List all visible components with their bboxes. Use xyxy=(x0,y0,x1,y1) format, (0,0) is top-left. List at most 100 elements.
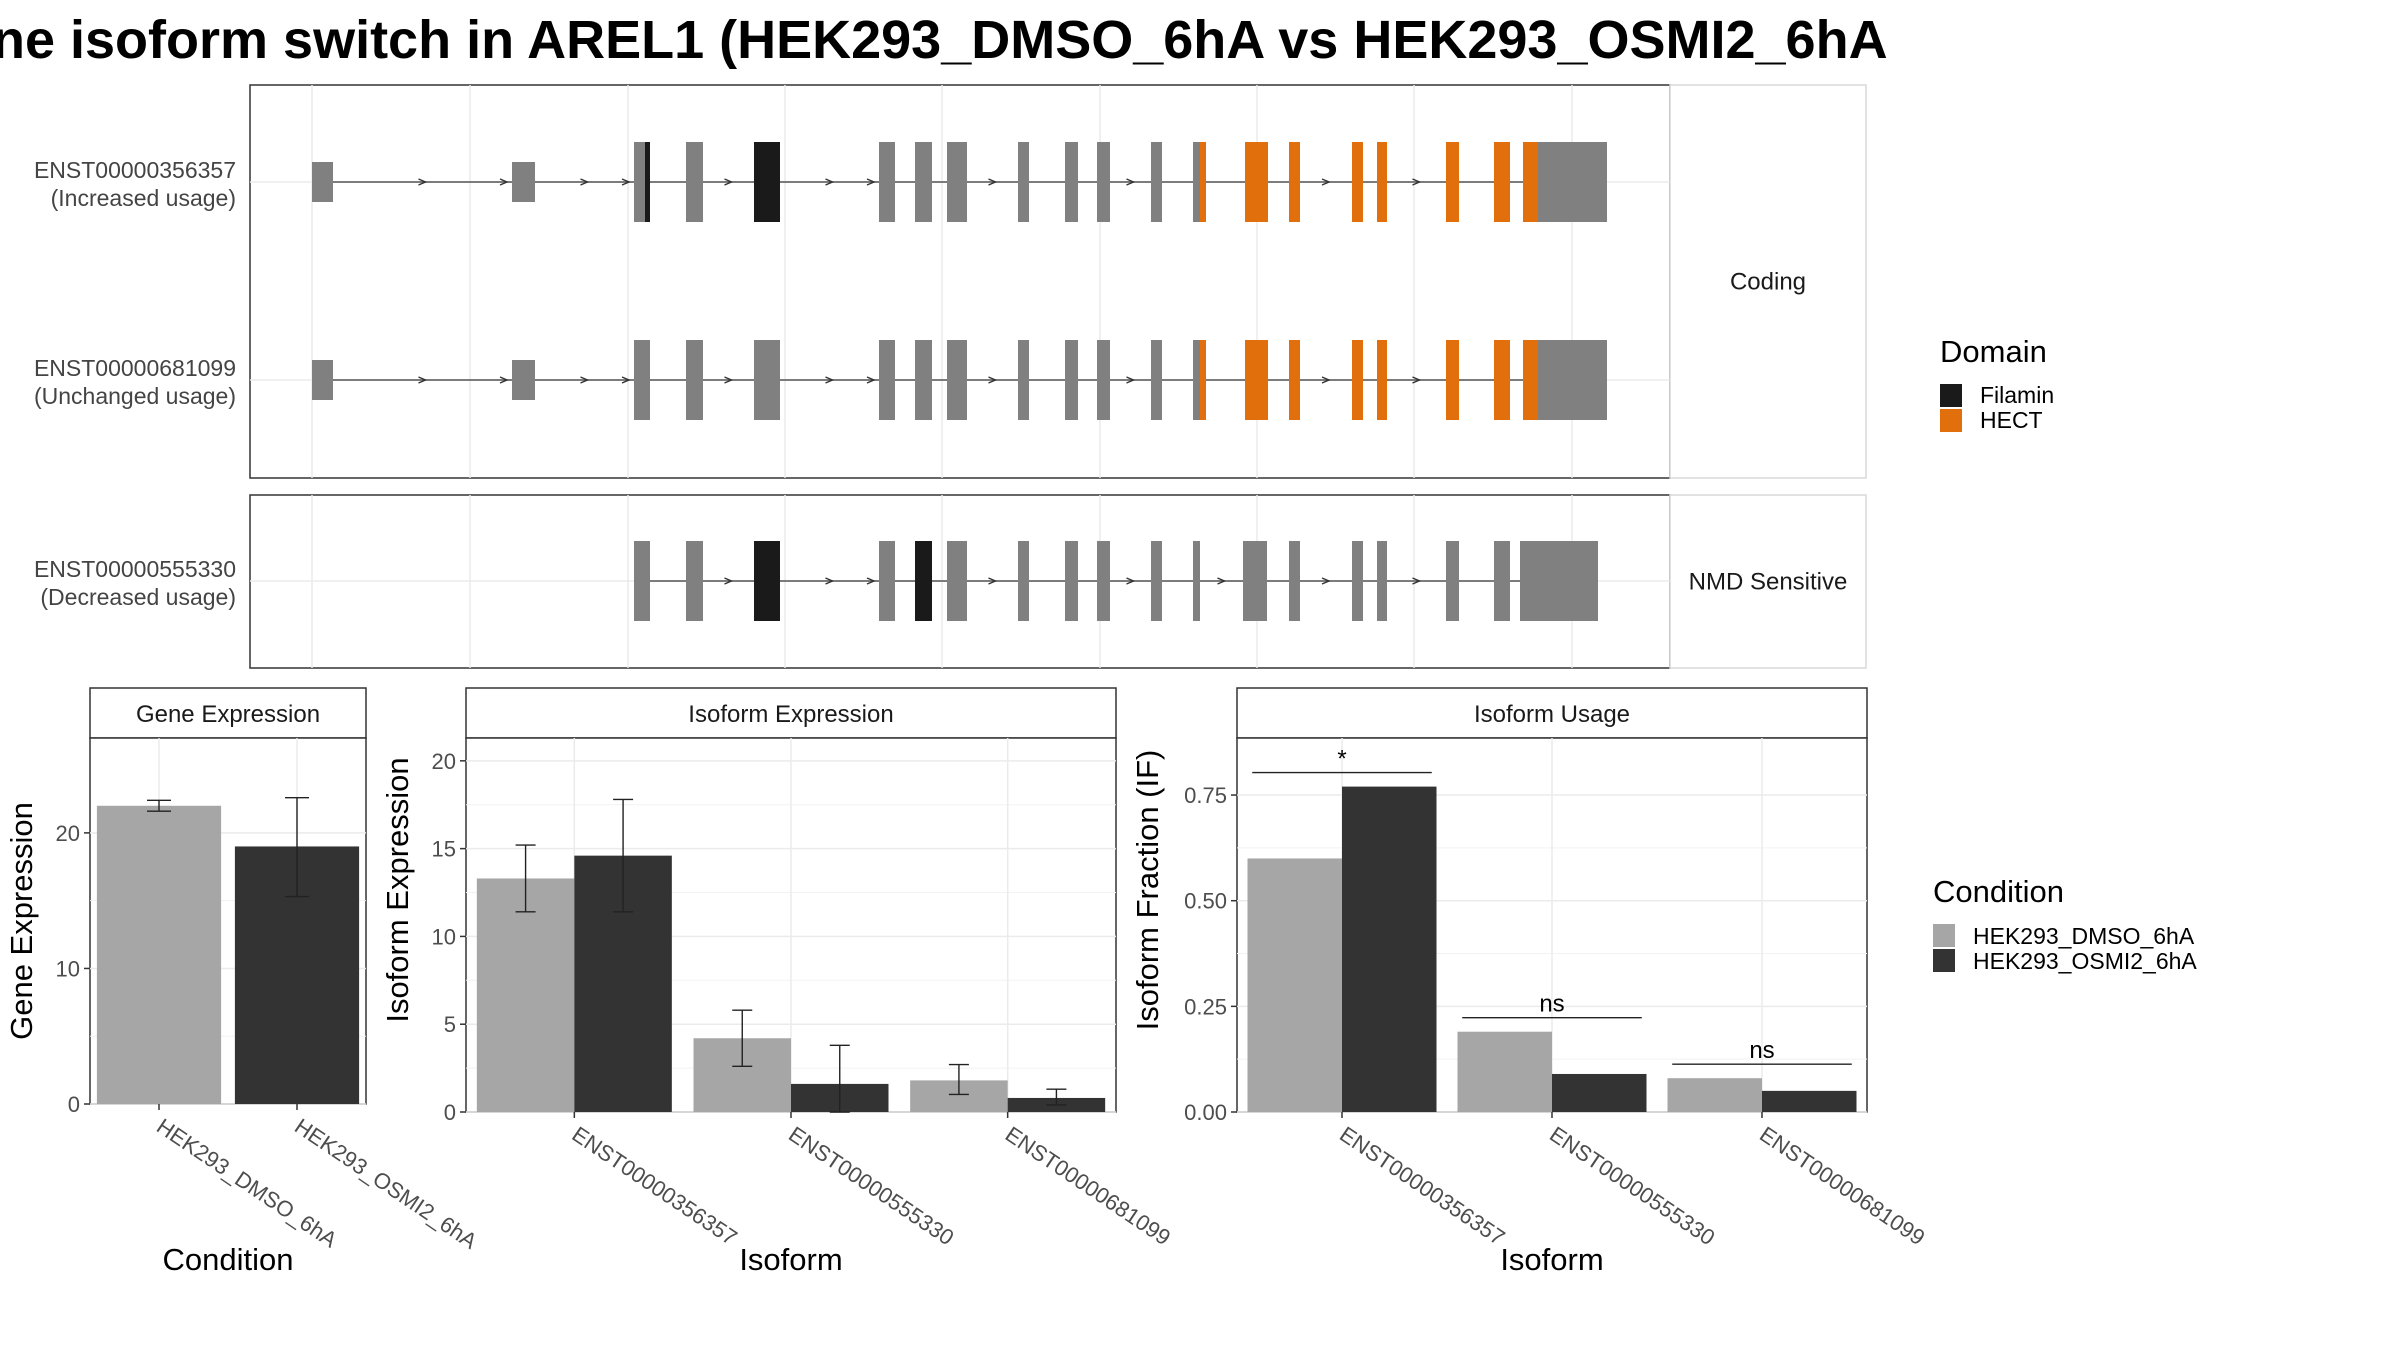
condition-legend-title: Condition xyxy=(1933,874,2064,909)
exon xyxy=(512,162,535,202)
hect-domain-exon xyxy=(1535,340,1538,420)
bar-dmso xyxy=(1248,858,1343,1112)
y-tick-label: 0.50 xyxy=(1184,889,1227,914)
y-tick-label: 15 xyxy=(432,837,456,862)
y-tick-label: 0.00 xyxy=(1184,1100,1227,1125)
exon xyxy=(1151,340,1162,420)
transcript-id-label: ENST00000681099 xyxy=(34,355,236,381)
transcript-id-label: ENST00000356357 xyxy=(34,157,236,183)
exon xyxy=(686,340,703,420)
transcript-usage-label: (Decreased usage) xyxy=(40,584,236,610)
isoform-switch-figure: ne isoform switch in AREL1 (HEK293_DMSO_… xyxy=(0,0,2400,1350)
domain-legend: Domain FilaminHECT xyxy=(1940,334,2054,433)
y-tick-label: 5 xyxy=(444,1012,456,1037)
transcript-id-label: ENST00000555330 xyxy=(34,556,236,582)
exon xyxy=(1289,541,1300,621)
hect-domain-exon xyxy=(1352,340,1363,420)
exon xyxy=(1065,541,1078,621)
exon xyxy=(1193,142,1200,222)
exon xyxy=(879,541,895,621)
hect-domain-exon xyxy=(1245,142,1268,222)
panel-strip-label: NMD Sensitive xyxy=(1689,569,1848,596)
y-tick-label: 10 xyxy=(56,956,80,981)
x-axis-title: Isoform xyxy=(739,1242,842,1277)
exon xyxy=(686,142,703,222)
bar-osmi2 xyxy=(1552,1074,1647,1112)
bar-dmso xyxy=(1458,1032,1553,1112)
exon xyxy=(634,142,646,222)
bar-osmi2 xyxy=(1342,787,1437,1112)
filamin-domain-exon xyxy=(915,541,932,621)
exon xyxy=(1494,541,1510,621)
hect-domain-exon xyxy=(1200,142,1206,222)
domain-legend-label: HECT xyxy=(1980,407,2043,433)
exon xyxy=(1352,541,1363,621)
hect-domain-exon xyxy=(1523,142,1535,222)
condition-legend-label: HEK293_OSMI2_6hA xyxy=(1973,948,2197,974)
exon xyxy=(1243,541,1248,621)
significance-label: * xyxy=(1337,746,1346,773)
hect-domain-exon xyxy=(1446,340,1459,420)
hect-domain-exon xyxy=(1289,142,1300,222)
figure-title: ne isoform switch in AREL1 (HEK293_DMSO_… xyxy=(0,10,1888,70)
hect-domain-exon xyxy=(1494,142,1510,222)
hect-domain-exon xyxy=(1377,340,1387,420)
y-tick-label: 0 xyxy=(444,1100,456,1125)
exon xyxy=(915,142,932,222)
domain-legend-swatch xyxy=(1940,409,1962,432)
hect-domain-exon xyxy=(1245,340,1268,420)
bar-dmso xyxy=(97,806,221,1104)
hect-domain-exon xyxy=(1523,340,1535,420)
exon xyxy=(1097,142,1110,222)
hect-domain-exon xyxy=(1494,340,1510,420)
exon xyxy=(1151,142,1162,222)
panel-strip-label: Coding xyxy=(1730,269,1806,296)
significance-label: ns xyxy=(1749,1037,1774,1064)
hect-domain-exon xyxy=(1200,340,1206,420)
hect-domain-exon xyxy=(1446,142,1459,222)
bar-dmso xyxy=(1668,1078,1763,1112)
exon xyxy=(947,340,967,420)
y-axis-title: Gene Expression xyxy=(4,802,39,1040)
exon xyxy=(1018,340,1029,420)
exon xyxy=(1377,541,1387,621)
filamin-domain-exon xyxy=(645,142,650,222)
exon xyxy=(512,360,535,400)
exon xyxy=(634,340,646,420)
exon xyxy=(312,360,333,400)
filamin-domain-exon xyxy=(754,142,780,222)
chart-strip-label: Gene Expression xyxy=(136,701,320,728)
utr-3prime-block xyxy=(1540,340,1607,420)
exon xyxy=(1151,541,1162,621)
filamin-domain-exon xyxy=(754,541,780,621)
y-tick-label: 20 xyxy=(432,749,456,774)
exon xyxy=(645,340,650,420)
bar-dmso xyxy=(477,878,575,1112)
y-tick-label: 10 xyxy=(432,924,456,949)
utr-3prime-block xyxy=(1540,142,1607,222)
hect-domain-exon xyxy=(1535,142,1538,222)
exon xyxy=(1097,340,1110,420)
exon xyxy=(686,541,703,621)
exon xyxy=(1018,541,1029,621)
y-axis-title: Isoform Fraction (IF) xyxy=(1130,750,1165,1031)
gene-structure-plot: CodingNMD SensitiveENST00000356357(Incre… xyxy=(34,85,1866,668)
significance-label: ns xyxy=(1539,991,1564,1018)
isoform-expression-chart: Isoform Expression05101520ENST0000035635… xyxy=(380,688,1175,1277)
exon xyxy=(947,541,967,621)
exon xyxy=(947,142,967,222)
x-tick-label: ENST00000356357 xyxy=(1335,1121,1509,1250)
exon xyxy=(1193,541,1200,621)
exon xyxy=(754,340,780,420)
hect-domain-exon xyxy=(1289,340,1300,420)
y-tick-label: 20 xyxy=(56,821,80,846)
domain-legend-label: Filamin xyxy=(1980,382,2054,408)
domain-legend-title: Domain xyxy=(1940,334,2047,369)
chart-strip-label: Isoform Usage xyxy=(1474,701,1630,728)
isoform-usage-chart: Isoform Usage0.000.250.500.75ENST0000035… xyxy=(1130,688,1929,1277)
exon xyxy=(1248,541,1267,621)
exon xyxy=(634,541,646,621)
utr-3prime-block xyxy=(1522,541,1598,621)
x-tick-label: ENST00000555330 xyxy=(784,1121,958,1250)
